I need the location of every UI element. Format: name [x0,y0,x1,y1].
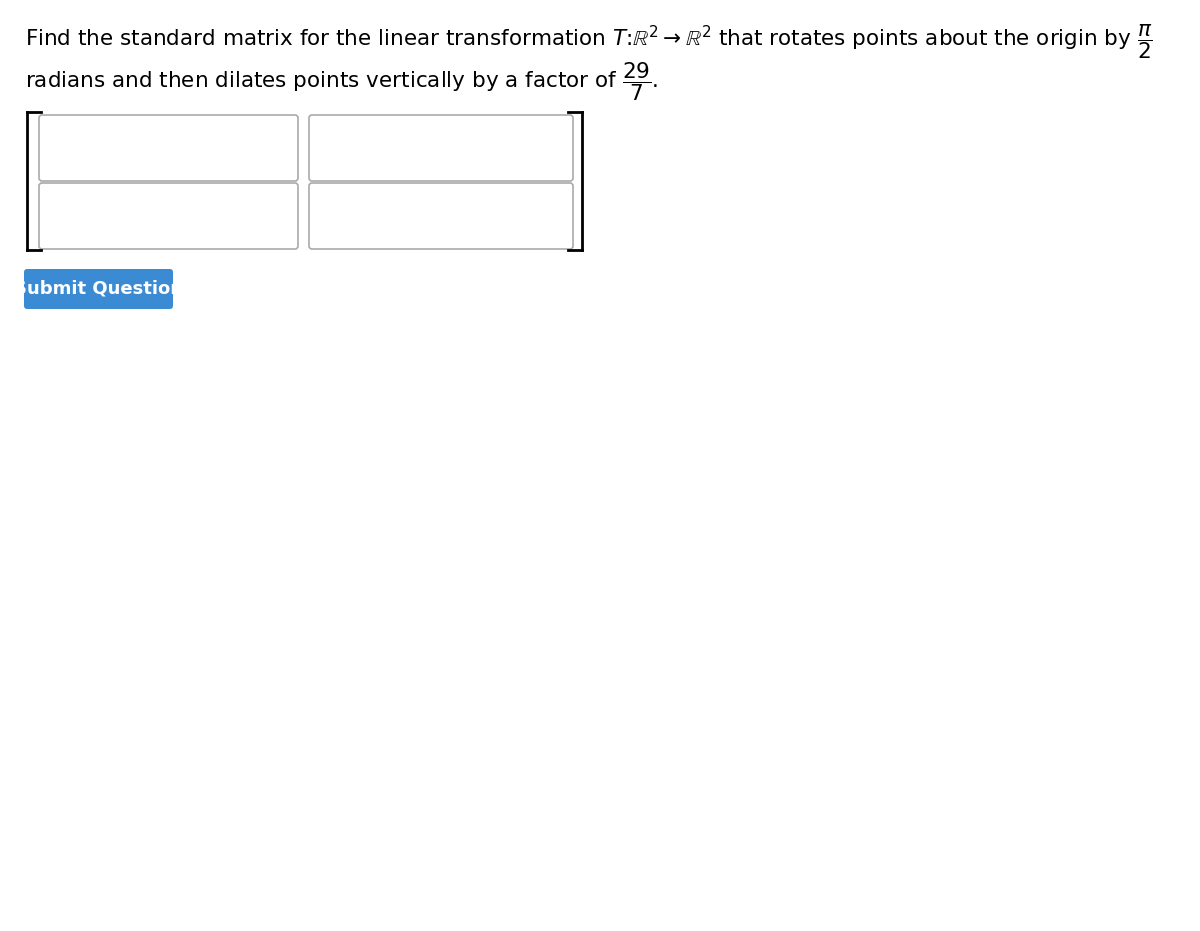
FancyBboxPatch shape [310,183,574,249]
Text: Submit Question: Submit Question [14,280,182,298]
FancyBboxPatch shape [310,115,574,181]
Text: Find the standard matrix for the linear transformation $T\colon\mathbb{R}^2 \rig: Find the standard matrix for the linear … [25,22,1153,61]
FancyBboxPatch shape [38,115,298,181]
Text: radians and then dilates points vertically by a factor of $\dfrac{29}{7}$.: radians and then dilates points vertical… [25,60,659,102]
FancyBboxPatch shape [38,183,298,249]
FancyBboxPatch shape [24,269,173,309]
